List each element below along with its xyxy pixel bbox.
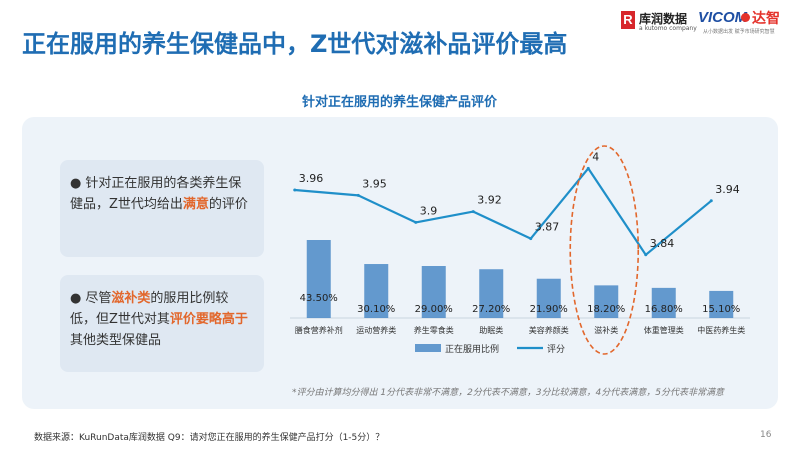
page-number: 16 xyxy=(760,430,772,440)
x-tick-label: 滋补类 xyxy=(594,325,618,335)
score-data-label: 3.87 xyxy=(535,221,560,234)
bar xyxy=(709,290,734,318)
x-tick-label: 助眠类 xyxy=(479,325,503,335)
score-point xyxy=(356,193,360,197)
score-point xyxy=(414,220,418,224)
bar xyxy=(421,266,446,318)
score-point xyxy=(293,188,297,192)
highlight-text: 满意 xyxy=(182,197,209,212)
vicom-logo-cn: 达智 xyxy=(752,11,780,27)
x-tick-label: 美容养颜类 xyxy=(529,325,569,335)
score-point xyxy=(644,253,648,257)
bar xyxy=(594,285,619,318)
x-tick-label: 运动营养类 xyxy=(356,325,396,335)
highlight-text: 滋补类 xyxy=(111,291,151,306)
score-data-label: 3.9 xyxy=(420,204,438,217)
insight-card-1: ● 针对正在服用的各类养生保健品，Z世代均给出满意的评价 xyxy=(60,160,264,257)
vicom-logo-dot xyxy=(741,13,750,22)
score-line xyxy=(294,167,712,256)
legend-bar-swatch xyxy=(415,344,441,352)
bar-data-label: 16.80% xyxy=(645,304,683,315)
bar-data-label: 29.00% xyxy=(415,304,453,315)
x-tick-label: 养生零食类 xyxy=(414,325,454,335)
score-data-label: 3.95 xyxy=(362,177,387,190)
bar-data-label: 21.90% xyxy=(530,304,568,315)
bullet-icon: ● xyxy=(70,176,82,191)
score-point xyxy=(586,166,590,170)
bullet-icon: ● xyxy=(70,291,82,306)
score-data-label: 4 xyxy=(592,150,599,163)
score-data-label: 3.84 xyxy=(650,237,675,250)
legend-line-label: 评分 xyxy=(547,344,565,355)
vicom-logo-name: VICOM xyxy=(698,9,748,26)
bar xyxy=(306,240,331,318)
score-data-label: 3.92 xyxy=(477,194,502,207)
x-tick-label: 中医药养生类 xyxy=(697,325,745,335)
score-point xyxy=(709,199,713,203)
kurun-logo-sub: a kutomo company xyxy=(639,25,697,32)
kurun-logo-mark: R xyxy=(621,11,635,29)
bar-data-label: 27.20% xyxy=(472,304,510,315)
chart-title: 针对正在服用的养生保健产品评价 xyxy=(301,95,497,110)
score-point xyxy=(471,210,475,214)
page-title: 正在服用的养生保健品中，Z世代对滋补品评价最高 xyxy=(22,30,568,58)
score-data-label: 3.96 xyxy=(299,172,324,185)
data-source: 数据来源：KuRunData库润数据 Q9：请对您正在服用的养生保健产品打分（1… xyxy=(34,433,385,443)
bar-data-label: 30.10% xyxy=(357,304,395,315)
bar xyxy=(651,287,676,318)
insight-card-1-text: ● 针对正在服用的各类养生保健品，Z世代均给出满意的评价 xyxy=(70,176,248,212)
legend-bar-label: 正在服用比例 xyxy=(445,343,499,355)
kurun-logo-name: 库润数据 xyxy=(639,12,688,26)
insight-card-2-text: ● 尽管滋补类的服用比例较低，但Z世代对其评价要略高于其他类型保健品 xyxy=(70,291,248,348)
bar-data-label: 43.50% xyxy=(300,293,338,304)
vicom-logo-sub: 从小数据出发 赋予市场研究智慧 xyxy=(703,29,775,35)
bar xyxy=(479,269,504,318)
x-tick-label: 膳食营养补剂 xyxy=(295,325,343,335)
insight-card-2: ● 尽管滋补类的服用比例较低，但Z世代对其评价要略高于其他类型保健品 xyxy=(60,275,264,372)
score-data-label: 3.94 xyxy=(715,183,740,196)
highlight-ellipse xyxy=(569,145,640,355)
highlight-text: 评价要略高于 xyxy=(169,312,248,327)
footnote: *评分由计算均分得出 1分代表非常不满意，2分代表不满意，3分比较满意，4分代表… xyxy=(292,388,724,398)
x-tick-label: 体重管理类 xyxy=(644,325,684,335)
bar xyxy=(364,264,389,318)
bar-data-label: 18.20% xyxy=(587,304,625,315)
bar-data-label: 15.10% xyxy=(702,304,740,315)
bar xyxy=(536,278,561,318)
score-point xyxy=(529,237,533,241)
